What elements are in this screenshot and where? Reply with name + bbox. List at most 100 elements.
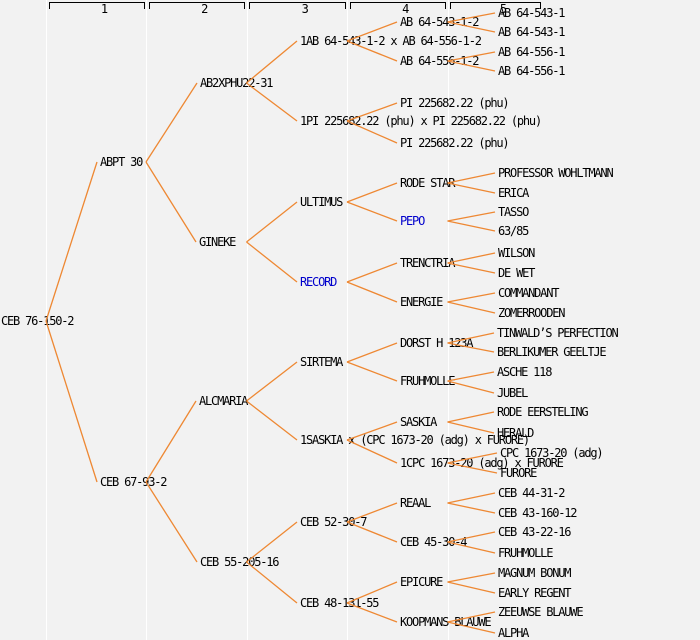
pedigree-node-label: PI 225682.22 (phu) — [400, 136, 510, 150]
pedigree-node-label: PROFESSOR WOHLTMANN — [498, 166, 614, 180]
pedigree-node-label: 63/85 — [498, 224, 529, 238]
pedigree-edge — [447, 220, 496, 232]
pedigree-node-label: CEB 55-205-16 — [200, 555, 280, 569]
pedigree-edge — [346, 281, 398, 303]
generation-gridline-3 — [246, 0, 248, 640]
pedigree-node-label: AB 64-556-1-2 — [400, 54, 480, 68]
pedigree-node-label: CEB 76-150-2 — [1, 314, 75, 328]
pedigree-node-label: EPICURE — [400, 575, 443, 589]
pedigree-edge — [447, 421, 495, 434]
pedigree-edge — [447, 581, 496, 594]
pedigree-edge — [346, 182, 398, 203]
pedigree-node-label: MAGNUM BONUM — [498, 566, 572, 580]
generation-number-3: 3 — [301, 2, 309, 16]
pedigree-edge — [447, 411, 495, 423]
pedigree-node-label: CEB 67-93-2 — [100, 475, 167, 489]
generation-span-tick — [344, 2, 346, 9]
pedigree-node-label: ALCMARIA — [199, 394, 248, 408]
pedigree-node-label: HERALD — [497, 426, 534, 440]
pedigree-edge — [447, 172, 496, 184]
pedigree-node-label: 1SASKIA x (CPC 1673-20 (adg) x FURORE) — [300, 433, 530, 447]
pedigree-node-label: ULTIMUS — [300, 195, 343, 209]
pedigree-node-label: 1AB 64-543-1-2 x AB 64-556-1-2 — [300, 34, 482, 48]
pedigree-node-label: SIRTEMA — [300, 355, 343, 369]
pedigree-edge — [246, 201, 298, 243]
generation-span-line — [450, 2, 540, 3]
pedigree-node-label: CPC 1673-20 (adg) — [500, 446, 604, 460]
pedigree-edge — [447, 182, 496, 194]
pedigree-node-label: DORST H 123A — [400, 336, 474, 350]
pedigree-edge — [246, 241, 298, 283]
generation-number-5: 5 — [499, 2, 507, 16]
pedigree-edge — [346, 262, 398, 283]
pedigree-node-label: AB 64-543-1-2 — [400, 15, 480, 29]
pedigree-node-label: REAAL — [400, 496, 431, 510]
pedigree-edge — [346, 201, 398, 222]
pedigree-node-label: ERICA — [498, 186, 529, 200]
pedigree-edge — [45, 320, 98, 483]
pedigree-node-label: KOOPMANS BLAUWE — [400, 615, 492, 629]
pedigree-node-label: FRUHMOLLE — [400, 374, 455, 388]
pedigree-node-label: TINWALD’S PERFECTION — [497, 326, 619, 340]
generation-number-1: 1 — [100, 2, 108, 16]
pedigree-node-label: SASKIA — [400, 415, 437, 429]
generation-span-line — [349, 2, 445, 3]
pedigree-edge — [45, 161, 98, 322]
generation-span-line — [48, 2, 144, 3]
generation-gridline-5 — [447, 0, 449, 640]
pedigree-node-label: FRUHMOLLE — [498, 546, 553, 560]
pedigree-edge — [145, 400, 197, 483]
pedigree-node-label: CEB 43-160-12 — [498, 506, 578, 520]
pedigree-node-label: COMMANDANT — [498, 286, 559, 300]
pedigree-edge — [246, 361, 298, 402]
pedigree-node-label: RODE STAR — [400, 176, 455, 190]
pedigree-node-label: ZEEUWSE BLAUWE — [498, 605, 584, 619]
pedigree-edge — [346, 342, 398, 363]
pedigree-node-label: CEB 45-30-4 — [400, 535, 467, 549]
generation-span-tick — [445, 2, 446, 9]
pedigree-edge — [447, 502, 496, 514]
pedigree-node-label: AB 64-543-1 — [498, 25, 565, 39]
pedigree-node-label: CEB 43-22-16 — [498, 525, 572, 539]
pedigree-node-label: JUBEL — [497, 386, 528, 400]
pedigree-edge — [246, 400, 298, 441]
generation-span-line — [249, 2, 345, 3]
pedigree-edge — [447, 252, 496, 264]
pedigree-node-label: 1PI 225682.22 (phu) x PI 225682.22 (phu) — [300, 114, 542, 128]
pedigree-node-label: ASCHE 118 — [497, 365, 552, 379]
generation-span-tick — [450, 2, 451, 9]
pedigree-edge — [346, 361, 398, 382]
pedigree-node-label: AB 64-556-1 — [498, 45, 565, 59]
pedigree-node-label: ALPHA — [498, 626, 529, 640]
pedigree-edge — [447, 371, 495, 382]
generation-span-tick — [143, 2, 145, 9]
pedigree-node-label: FURORE — [500, 466, 537, 480]
pedigree-edge — [447, 301, 496, 314]
pedigree-node-link[interactable]: RECORD — [300, 275, 337, 289]
pedigree-node-label: AB 64-556-1 — [498, 64, 565, 78]
pedigree-node-label: EARLY REGENT — [498, 586, 572, 600]
generation-span-tick — [48, 2, 50, 9]
pedigree-edge — [447, 211, 496, 222]
generation-gridline-2 — [146, 0, 147, 640]
pedigree-edge — [447, 492, 496, 504]
pedigree-node-link[interactable]: PEPO — [400, 214, 425, 228]
pedigree-node-label: ABPT 30 — [100, 155, 143, 169]
pedigree-node-label: TRENCTRIA — [400, 256, 455, 270]
generation-number-2: 2 — [201, 2, 208, 16]
pedigree-edge — [447, 292, 496, 303]
pedigree-edge — [447, 572, 496, 583]
pedigree-node-label: BERLIKUMER GEELTJE — [497, 345, 607, 359]
pedigree-node-label: TASSO — [498, 205, 529, 219]
pedigree-edge — [447, 380, 495, 394]
generation-span-tick — [148, 2, 150, 9]
pedigree-node-label: WILSON — [498, 246, 535, 260]
generation-span-tick — [540, 2, 541, 9]
generation-number-4: 4 — [402, 2, 409, 16]
generation-span-line — [148, 2, 244, 3]
pedigree-node-label: ZOMERROODEN — [498, 306, 565, 320]
pedigree-node-label: DE WET — [498, 266, 535, 280]
generation-span-tick — [249, 2, 250, 9]
